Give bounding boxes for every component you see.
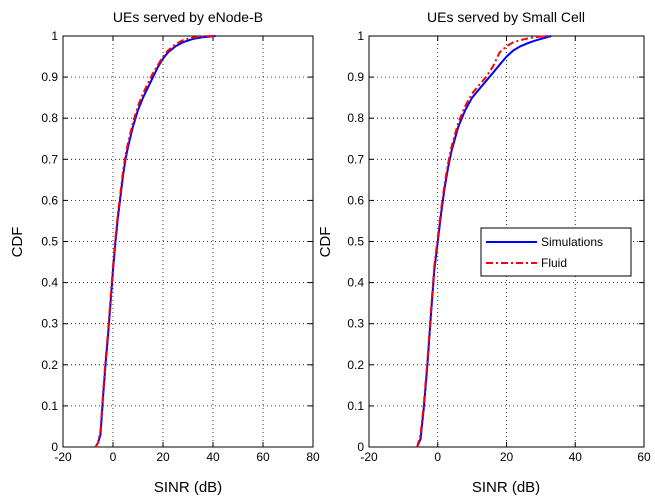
y-tick-label: 0.7 <box>41 152 58 166</box>
legend-box <box>480 227 632 277</box>
y-tick-label: 0.8 <box>41 111 58 125</box>
y-tick-label: 0.3 <box>41 317 58 331</box>
gridlines <box>63 36 313 447</box>
y-tick-label: 0.9 <box>41 70 58 84</box>
y-tick-label: 0.7 <box>347 152 364 166</box>
y-axis-label: CDF <box>9 227 26 258</box>
y-tick-label: 0.2 <box>347 358 364 372</box>
y-tick-label: 0.5 <box>347 235 364 249</box>
y-tick-label: 0.1 <box>347 399 364 413</box>
y-tick-label: 1 <box>51 29 58 43</box>
x-tick-label: -20 <box>54 450 72 464</box>
series-layer <box>416 35 552 448</box>
y-tick-label: 0.6 <box>347 193 364 207</box>
x-tick-label: 60 <box>637 450 651 464</box>
y-tick-label: 1 <box>357 29 364 43</box>
legend-label-fluid: Fluid <box>541 256 567 270</box>
y-tick-label: 0.6 <box>41 193 58 207</box>
y-tick-label: 0.3 <box>347 317 364 331</box>
series-line-fluid <box>94 35 214 448</box>
y-tick-label: 0.1 <box>41 399 58 413</box>
x-tick-label: 80 <box>306 450 320 464</box>
series-line-fluid <box>416 35 548 448</box>
y-tick-label: 0.8 <box>347 111 364 125</box>
x-tick-label: 60 <box>256 450 270 464</box>
y-axis-label: CDF <box>317 227 334 258</box>
chart-small-cell: -20 0 20 40 6000.10.20.30.40.50.60.70.80.91 … <box>317 9 651 496</box>
series-layer <box>94 35 216 448</box>
chart-title: UEs served by eNode-B <box>113 9 263 25</box>
legend: Simulations Fluid <box>480 227 632 277</box>
x-tick-label: 20 <box>156 450 170 464</box>
ticks: -20 0 20 40 60 8000.10.20.30.40.50.60.70.80.9… <box>41 29 320 464</box>
y-tick-label: 0 <box>51 440 58 454</box>
x-tick-label: 40 <box>569 450 583 464</box>
x-tick-label: 0 <box>434 450 441 464</box>
y-tick-label: 0.5 <box>41 235 58 249</box>
y-tick-label: 0.9 <box>347 70 364 84</box>
legend-label-simulations: Simulations <box>541 235 603 249</box>
x-tick-label: 20 <box>500 450 514 464</box>
x-tick-label: 0 <box>110 450 117 464</box>
chart-title: UEs served by Small Cell <box>427 9 585 25</box>
chart-enodeb: -20 0 20 40 60 8000.10.20.30.40.50.60.70.80.9… <box>9 9 320 496</box>
x-axis-label: SINR (dB) <box>472 479 540 496</box>
gridlines <box>369 36 644 447</box>
x-axis-label: SINR (dB) <box>154 479 222 496</box>
y-tick-label: 0.4 <box>41 276 58 290</box>
x-tick-label: -20 <box>360 450 378 464</box>
y-tick-label: 0.2 <box>41 358 58 372</box>
x-tick-label: 40 <box>206 450 220 464</box>
y-tick-label: 0 <box>357 440 364 454</box>
y-tick-label: 0.4 <box>347 276 364 290</box>
